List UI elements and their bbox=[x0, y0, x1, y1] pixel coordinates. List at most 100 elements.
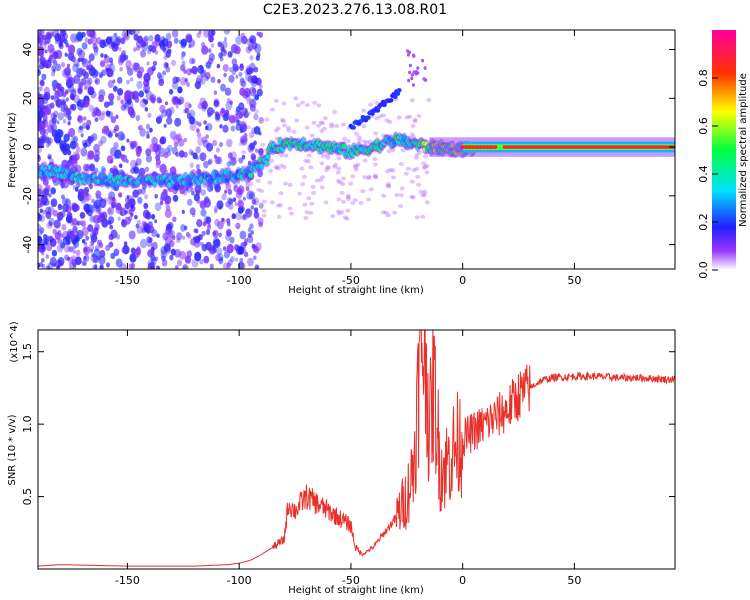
noise-speck bbox=[201, 100, 208, 110]
noise-speck bbox=[235, 74, 239, 79]
noise-speck bbox=[300, 182, 306, 187]
noise-speck bbox=[151, 257, 157, 265]
noise-speck bbox=[88, 60, 92, 64]
noise-speck bbox=[91, 133, 98, 141]
noise-speck bbox=[197, 102, 203, 110]
trace-point bbox=[248, 172, 254, 178]
noise-speck bbox=[42, 119, 47, 124]
noise-speck bbox=[247, 44, 254, 52]
noise-speck bbox=[213, 208, 218, 214]
noise-speck bbox=[99, 39, 107, 49]
noise-speck bbox=[214, 205, 219, 211]
noise-speck bbox=[86, 64, 92, 71]
noise-speck bbox=[222, 113, 229, 122]
noise-speck bbox=[50, 95, 55, 100]
noise-speck bbox=[416, 66, 420, 70]
noise-speck bbox=[253, 126, 261, 135]
noise-speck bbox=[303, 158, 309, 163]
noise-speck bbox=[115, 258, 123, 268]
noise-speck bbox=[71, 202, 79, 211]
noise-speck bbox=[206, 123, 213, 131]
noise-speck bbox=[64, 254, 69, 261]
noise-speck bbox=[158, 114, 163, 120]
noise-speck bbox=[196, 219, 203, 228]
noise-speck bbox=[373, 175, 379, 180]
noise-speck bbox=[228, 198, 234, 205]
noise-speck bbox=[111, 201, 117, 209]
noise-speck bbox=[176, 259, 183, 267]
noise-speck bbox=[183, 137, 187, 143]
noise-speck bbox=[226, 230, 232, 237]
noise-speck bbox=[214, 114, 221, 122]
noise-speck bbox=[94, 223, 100, 231]
colorbar-tick-label: 0.0 bbox=[697, 261, 710, 279]
noise-speck bbox=[99, 264, 104, 269]
noise-speck bbox=[241, 154, 246, 160]
noise-speck bbox=[135, 223, 139, 229]
noise-speck bbox=[203, 198, 211, 208]
noise-speck bbox=[247, 232, 252, 238]
x-tick-label: -50 bbox=[342, 274, 360, 287]
noise-speck bbox=[150, 262, 154, 267]
noise-speck bbox=[236, 119, 240, 124]
noise-speck bbox=[77, 115, 84, 124]
noise-speck bbox=[319, 185, 325, 190]
noise-speck bbox=[366, 197, 371, 202]
noise-speck bbox=[120, 37, 126, 45]
noise-speck bbox=[245, 125, 251, 130]
noise-speck bbox=[67, 115, 72, 121]
noise-speck bbox=[414, 166, 420, 171]
noise-speck bbox=[87, 136, 92, 141]
noise-speck bbox=[212, 237, 220, 247]
noise-speck bbox=[167, 221, 174, 230]
noise-speck bbox=[64, 143, 71, 152]
noise-speck bbox=[59, 233, 64, 238]
noise-speck bbox=[112, 165, 118, 172]
noise-speck bbox=[407, 78, 411, 83]
noise-speck bbox=[108, 63, 116, 73]
noise-speck bbox=[348, 181, 354, 186]
noise-speck bbox=[143, 35, 149, 42]
noise-speck bbox=[194, 251, 202, 262]
noise-speck bbox=[332, 110, 338, 114]
colorbar-tick-label: 0.6 bbox=[697, 117, 710, 135]
noise-speck bbox=[85, 124, 90, 131]
noise-speck bbox=[74, 236, 79, 242]
noise-speck bbox=[238, 104, 244, 109]
noise-speck bbox=[276, 166, 281, 171]
noise-speck bbox=[53, 110, 59, 117]
noise-speck bbox=[238, 157, 244, 164]
noise-speck bbox=[245, 94, 251, 102]
noise-speck bbox=[113, 32, 118, 38]
noise-speck bbox=[255, 178, 261, 183]
noise-speck bbox=[398, 193, 404, 198]
noise-speck bbox=[234, 45, 241, 55]
noise-speck bbox=[64, 52, 68, 57]
noise-speck bbox=[169, 130, 177, 140]
noise-speck bbox=[385, 183, 391, 188]
noise-speck bbox=[239, 87, 246, 97]
noise-speck bbox=[63, 133, 70, 142]
noise-speck bbox=[38, 30, 43, 36]
noise-speck bbox=[424, 163, 430, 168]
noise-speck bbox=[330, 214, 336, 219]
noise-speck bbox=[416, 114, 422, 118]
noise-speck bbox=[158, 78, 165, 87]
noise-speck bbox=[275, 126, 281, 131]
noise-speck bbox=[200, 208, 207, 217]
noise-speck bbox=[249, 98, 256, 108]
noise-speck bbox=[249, 55, 254, 61]
noise-speck bbox=[206, 142, 214, 152]
noise-speck bbox=[40, 120, 47, 129]
noise-speck bbox=[336, 178, 341, 183]
noise-speck bbox=[144, 194, 149, 200]
noise-speck bbox=[136, 45, 141, 51]
noise-speck bbox=[274, 165, 280, 170]
x-tick-label: -150 bbox=[115, 274, 140, 287]
y-tick-label: 20 bbox=[21, 91, 34, 105]
noise-speck bbox=[337, 180, 343, 185]
noise-speck bbox=[99, 60, 106, 68]
noise-speck bbox=[80, 196, 87, 204]
noise-speck bbox=[50, 187, 56, 195]
spectrogram-marks bbox=[38, 30, 675, 269]
